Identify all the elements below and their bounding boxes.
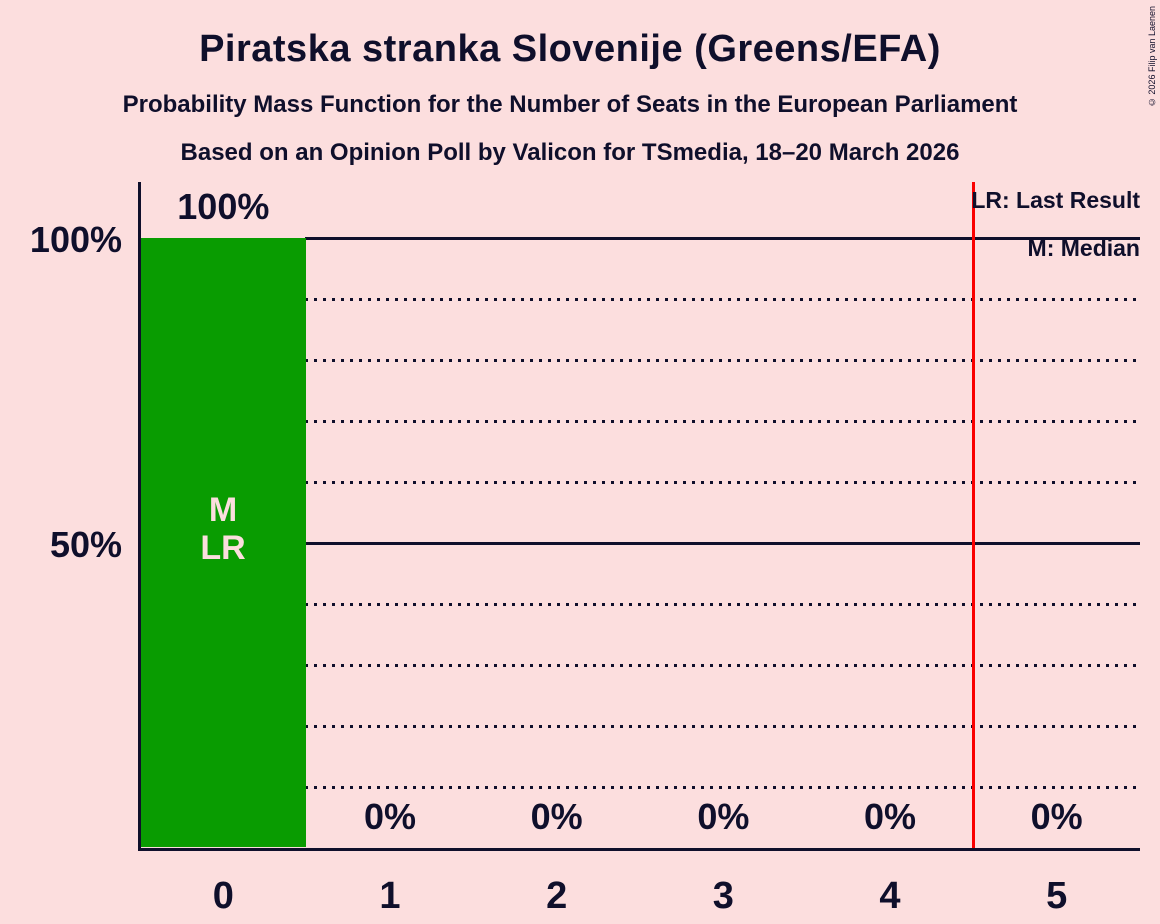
y-axis-line xyxy=(138,182,141,851)
gridline-dotted-40 xyxy=(305,602,1140,606)
x-tick-label-0: 0 xyxy=(212,875,234,917)
y-axis-label-100: 100% xyxy=(29,219,122,260)
bar-value-label-0: 100% xyxy=(177,186,270,227)
last-result-marker-label: LR xyxy=(200,529,246,567)
bar-value-label-4: 0% xyxy=(863,796,917,837)
gridline-dotted-60 xyxy=(305,480,1140,484)
x-tick-label-1: 1 xyxy=(379,875,401,917)
bar-value-label-1: 0% xyxy=(363,796,417,837)
bar-value-label-3: 0% xyxy=(697,796,750,837)
x-tick-label-2: 2 xyxy=(546,875,568,917)
chart-subtitle-line1: Probability Mass Function for the Number… xyxy=(122,91,1018,118)
gridline-dotted-90 xyxy=(305,297,1140,301)
gridline-solid-100 xyxy=(305,236,1140,240)
gridline-solid-50 xyxy=(305,541,1140,545)
chart-title: Piratska stranka Slovenije (Greens/EFA) xyxy=(199,28,941,70)
bar-seats-0 xyxy=(141,238,306,847)
gridline-dotted-80 xyxy=(305,358,1140,362)
bar-value-label-5: 0% xyxy=(1030,796,1083,837)
x-axis-line xyxy=(138,848,1140,851)
legend-last-result: LR: Last Result xyxy=(971,187,1140,213)
copyright-notice: © 2026 Filip van Laenen xyxy=(1147,6,1157,108)
last-result-line xyxy=(971,182,975,848)
y-axis-label-50: 50% xyxy=(49,524,122,565)
gridline-dotted-10 xyxy=(305,785,1140,789)
gridline-dotted-70 xyxy=(305,419,1140,423)
x-tick-label-5: 5 xyxy=(1046,875,1068,917)
x-tick-label-4: 4 xyxy=(879,875,901,917)
legend-median: M: Median xyxy=(1027,235,1140,261)
bar-value-label-2: 0% xyxy=(530,796,583,837)
median-marker-label: M xyxy=(208,491,238,529)
gridline-dotted-30 xyxy=(305,663,1140,667)
gridline-dotted-20 xyxy=(305,724,1140,728)
chart-subtitle-line2: Based on an Opinion Poll by Valicon for … xyxy=(180,139,960,166)
x-tick-label-3: 3 xyxy=(712,875,734,917)
